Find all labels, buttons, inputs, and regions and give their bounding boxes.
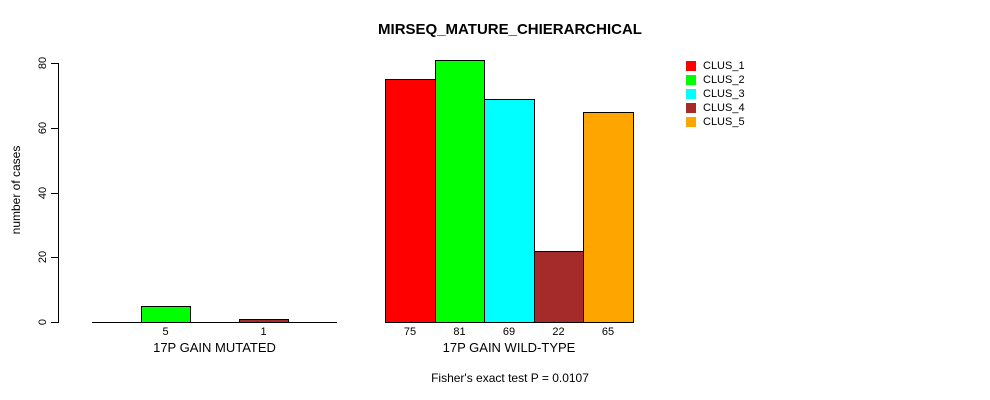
legend-row: CLUS_5	[686, 116, 745, 128]
y-tick-label: 20	[37, 250, 49, 264]
chart-title: MIRSEQ_MATURE_CHIERARCHICAL	[378, 21, 642, 38]
y-tick-mark	[51, 193, 59, 194]
legend-swatch-clus_4	[686, 103, 696, 113]
bar-value-label: 5	[162, 326, 169, 338]
legend-label: CLUS_1	[703, 60, 745, 72]
legend-swatch-clus_5	[686, 117, 696, 127]
bar-value-label: 1	[260, 326, 267, 338]
bar-value-label: 75	[403, 326, 417, 338]
bar-clus_5	[583, 112, 634, 323]
y-tick-mark	[51, 322, 59, 323]
legend-swatch-clus_3	[686, 89, 696, 99]
bar-value-label: 69	[502, 326, 516, 338]
bar-value-label: 65	[601, 326, 615, 338]
bar-value-label: 22	[552, 326, 565, 338]
legend-swatch-clus_2	[686, 75, 696, 85]
bar-clus_2	[141, 306, 191, 323]
legend-label: CLUS_3	[703, 88, 745, 100]
bar-clus_4	[239, 319, 289, 323]
legend: CLUS_1 CLUS_2 CLUS_3 CLUS_4 CLUS_5	[686, 61, 745, 131]
group-label: 17P GAIN WILD-TYPE	[442, 340, 576, 355]
y-tick-label: 0	[37, 318, 49, 326]
y-tick-label: 80	[37, 56, 49, 70]
legend-row: CLUS_1	[686, 60, 745, 72]
legend-label: CLUS_4	[703, 102, 745, 114]
legend-swatch-clus_1	[686, 61, 696, 71]
y-tick-mark	[51, 63, 59, 64]
footnote: Fisher's exact test P = 0.0107	[431, 371, 589, 385]
y-tick-mark	[51, 128, 59, 129]
y-tick-label: 60	[37, 121, 49, 135]
bar-value-label: 81	[453, 326, 466, 338]
y-tick-label: 40	[37, 186, 49, 200]
legend-row: CLUS_4	[686, 102, 745, 114]
group-baseline	[92, 322, 337, 323]
legend-row: CLUS_2	[686, 74, 745, 86]
group-label: 17P GAIN MUTATED	[153, 340, 276, 355]
legend-label: CLUS_5	[703, 116, 745, 128]
bar-clus_1	[385, 79, 436, 323]
legend-row: CLUS_3	[686, 88, 745, 100]
bar-clus_4	[534, 251, 584, 323]
y-tick-mark	[51, 257, 59, 258]
bar-clus_3	[484, 99, 535, 323]
bar-clus_2	[435, 60, 485, 323]
legend-label: CLUS_2	[703, 74, 745, 86]
y-axis-title: number of cases	[9, 145, 23, 235]
